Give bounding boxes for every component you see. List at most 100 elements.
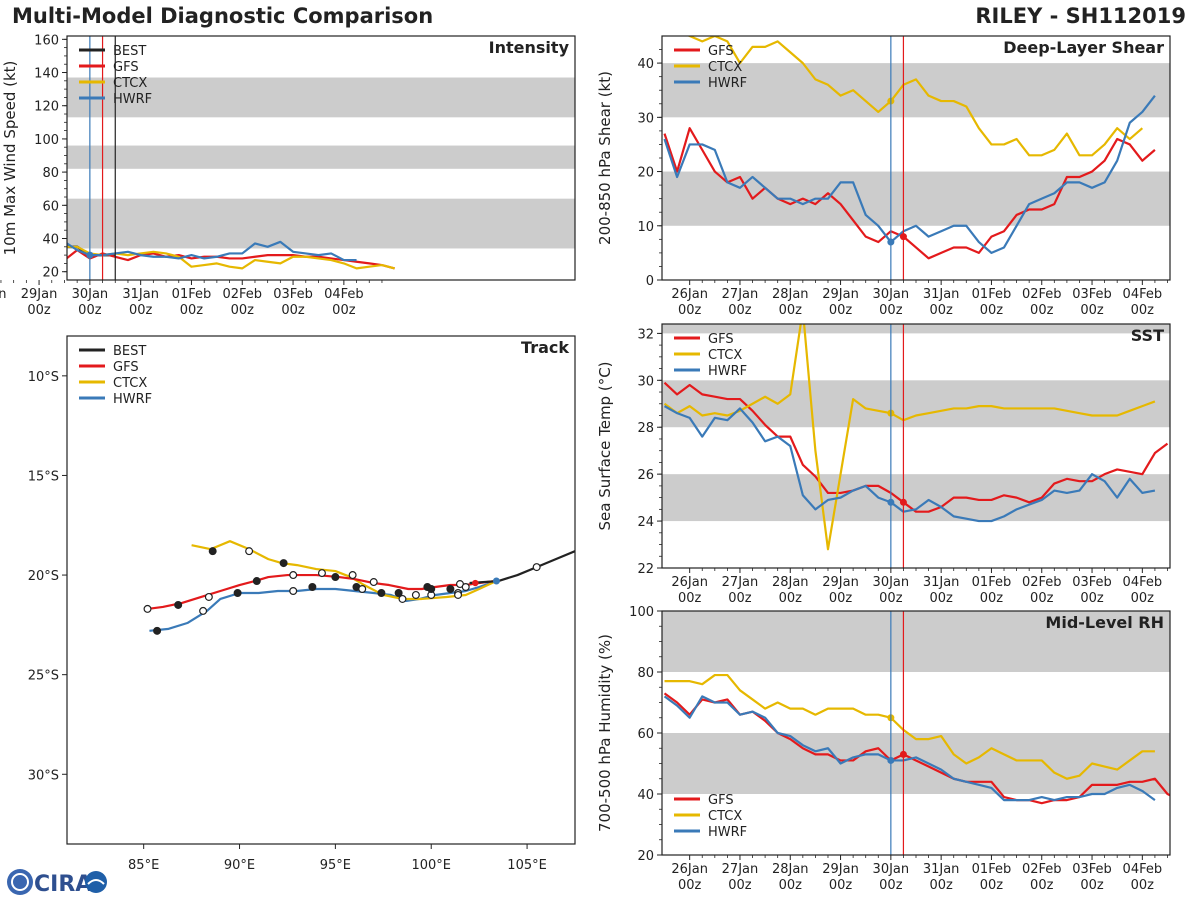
series-line-hwrf <box>663 94 1156 254</box>
x-tick-label: 00z <box>678 591 702 606</box>
track-point-filled-hwrf <box>377 588 386 597</box>
x-tick-label: 105°E <box>507 858 547 873</box>
x-tick-label: 04Feb <box>324 287 364 302</box>
y-axis-label: Sea Surface Temp (°C) <box>596 361 614 530</box>
logo-wave-icon <box>87 879 105 885</box>
y-tick-label: 20 <box>42 266 59 281</box>
track-point-filled-best <box>427 585 436 594</box>
track-point-open-hwrf <box>358 585 367 594</box>
x-tick-label: 27Jan <box>722 575 759 590</box>
x-tick-label: 04Feb <box>1123 575 1163 590</box>
x-tick-label: 31Jan <box>923 862 960 877</box>
panel-title: Track <box>521 338 569 357</box>
y-tick-label: 100 <box>629 605 654 620</box>
y-tick-label: 30 <box>637 111 654 126</box>
x-tick-label: 30Jan <box>873 287 910 302</box>
y-tick-label: 28 <box>637 421 654 436</box>
series-line-ctcx <box>663 324 1156 551</box>
x-tick-label: 02Feb <box>222 287 262 302</box>
panel-sst: 26Jan00z27Jan00z28Jan00z29Jan00z30Jan00z… <box>596 323 1171 606</box>
y-tick-label: 40 <box>637 57 654 72</box>
x-tick-label: 30Jan <box>873 862 910 877</box>
track-line-hwrf <box>149 579 497 632</box>
y-tick-label: 80 <box>637 666 654 681</box>
legend-label-hwrf: HWRF <box>708 76 747 91</box>
gray-band-1 <box>67 145 575 169</box>
gray-band-1 <box>662 380 1170 428</box>
x-tick-label: 95°E <box>320 858 351 873</box>
y-tick-label: 120 <box>34 100 59 115</box>
x-tick-label: 31Jan <box>923 287 960 302</box>
y-tick-label: 140 <box>34 67 59 82</box>
y-tick-label: 30 <box>637 374 654 389</box>
y-tick-label: 15°S <box>28 469 59 484</box>
legend-label-ctcx: CTCX <box>113 76 147 91</box>
track-point-filled-ctcx <box>208 547 217 556</box>
legend-label-ctcx: CTCX <box>708 60 742 75</box>
track-line-gfs <box>147 573 495 611</box>
x-tick-label: 00z <box>829 303 853 318</box>
gray-band-0 <box>662 171 1170 226</box>
x-tick-label: 00z <box>879 303 903 318</box>
y-tick-label: 10°S <box>28 370 59 385</box>
gray-band-0 <box>662 733 1170 794</box>
x-tick-label: 01Feb <box>172 287 212 302</box>
x-tick-label: 28Jan <box>772 575 809 590</box>
x-tick-label: 00z <box>678 303 702 318</box>
axes-frame <box>661 610 1171 856</box>
x-tick-label: 00z <box>1030 878 1054 893</box>
panel-title: Intensity <box>489 38 570 57</box>
legend-label-hwrf: HWRF <box>708 364 747 379</box>
track-point-filled-gfs <box>252 577 261 586</box>
x-tick-label: 00z <box>779 878 803 893</box>
gray-band-1 <box>662 611 1170 672</box>
x-tick-label: 00z <box>879 878 903 893</box>
y-tick-label: 60 <box>637 727 654 742</box>
series-line-hwrf <box>67 240 357 262</box>
x-tick-label: 00z <box>779 591 803 606</box>
legend-label-gfs: GFS <box>708 44 734 59</box>
x-tick-label: 02Feb <box>1022 287 1062 302</box>
x-tick-label: 01Feb <box>972 287 1012 302</box>
x-tick-label: 01Feb <box>972 575 1012 590</box>
track-point-open-ctcx <box>317 569 326 578</box>
track-point-open-hwrf <box>204 592 213 601</box>
x-tick-label: 00z <box>1131 878 1155 893</box>
legend-label-ctcx: CTCX <box>113 376 147 391</box>
x-tick-label: 00z <box>929 303 953 318</box>
x-tick-label: 31Jan <box>122 287 159 302</box>
y-axis-label: 200-850 hPa Shear (kt) <box>596 71 614 245</box>
x-tick-label: 00z <box>1030 303 1054 318</box>
x-tick-label: 26Jan <box>671 575 708 590</box>
series-line-hwrf <box>663 695 1156 802</box>
x-tick-label: 00z <box>180 303 204 318</box>
x-tick-label: 29Jan <box>822 862 859 877</box>
track-point-filled-hwrf <box>308 583 317 592</box>
legend-label-gfs: GFS <box>113 60 139 75</box>
x-tick-label: 00z <box>1131 591 1155 606</box>
track-point-open-ctcx <box>398 594 407 603</box>
x-tick-label: 01Feb <box>972 862 1012 877</box>
y-tick-label: 80 <box>42 166 59 181</box>
x-tick-label: 00z <box>281 303 305 318</box>
legend-label-gfs: GFS <box>708 332 734 347</box>
x-tick-label: 00z <box>879 591 903 606</box>
x-tick-label: 27Jan <box>722 862 759 877</box>
y-tick-label: 32 <box>637 327 654 342</box>
gray-band-1 <box>662 63 1170 118</box>
x-tick-label: 00z <box>1080 878 1104 893</box>
x-tick-label: 03Feb <box>1072 862 1112 877</box>
y-tick-label: 100 <box>34 133 59 148</box>
track-point-filled-best <box>446 585 455 594</box>
y-tick-label: 60 <box>42 199 59 214</box>
y-axis-label: 700-500 hPa Humidity (%) <box>596 634 614 832</box>
panel-shear: 26Jan00z27Jan00z28Jan00z29Jan00z30Jan00z… <box>596 35 1171 318</box>
legend-label-ctcx: CTCX <box>708 348 742 363</box>
y-tick-label: 20 <box>637 166 654 181</box>
series-line-gfs <box>663 127 1156 260</box>
legend-label-hwrf: HWRF <box>113 92 152 107</box>
x-tick-label: 26Jan <box>671 287 708 302</box>
x-tick-label: 00z <box>929 591 953 606</box>
